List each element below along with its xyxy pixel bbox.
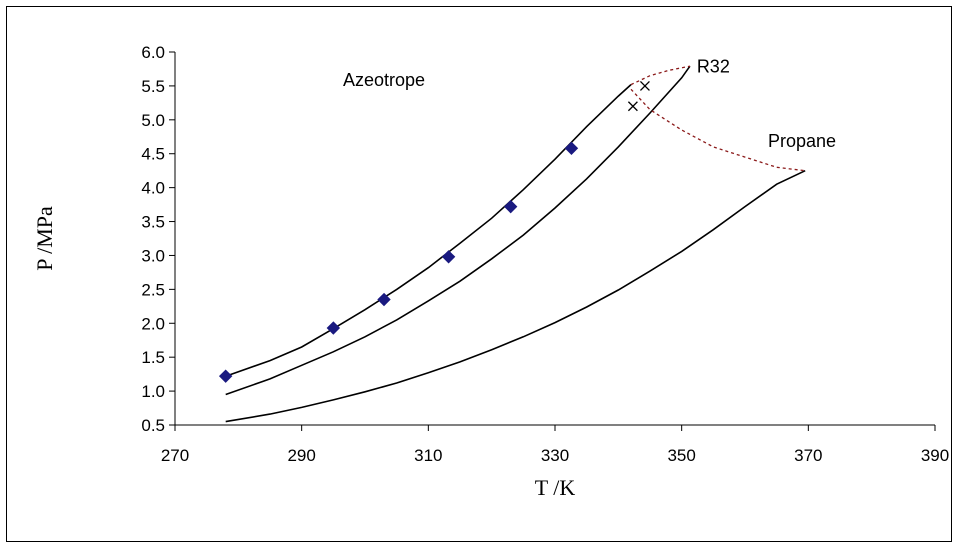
x-tick-label: 350 — [667, 446, 695, 465]
annotation-r32: R32 — [697, 56, 730, 76]
x-tick-label: 310 — [414, 446, 442, 465]
y-tick-label: 3.5 — [141, 213, 165, 232]
saturation-curve-0 — [225, 84, 632, 377]
data-point-diamond — [218, 369, 233, 383]
chart-frame — [6, 6, 952, 542]
y-tick-label: 6.0 — [141, 43, 165, 62]
data-point-x — [639, 80, 650, 91]
y-tick-label: 5.5 — [141, 77, 165, 96]
x-stroke — [627, 101, 638, 112]
data-point-diamond — [564, 141, 579, 156]
y-tick-label: 4.0 — [141, 179, 165, 198]
dashed-curve-3 — [630, 65, 691, 86]
y-tick-label: 2.0 — [141, 314, 165, 333]
data-point-x — [627, 101, 638, 112]
annotation-propane: Propane — [768, 131, 836, 151]
series-layer — [218, 65, 806, 423]
annotation-azeotrope: Azeotrope — [343, 70, 425, 90]
y-tick-label: 5.0 — [141, 111, 165, 130]
y-tick-label: 4.5 — [141, 145, 165, 164]
x-tick-label: 390 — [921, 446, 949, 465]
saturation-curve-1 — [225, 65, 691, 396]
y-tick-label: 1.0 — [141, 382, 165, 401]
data-point-diamond — [377, 292, 391, 307]
data-point-diamond — [326, 321, 341, 335]
y-tick-label: 3.0 — [141, 246, 165, 265]
x-axis-title: T /K — [535, 475, 576, 500]
y-axis-title: P /MPa — [32, 206, 57, 271]
saturation-curve-2 — [225, 169, 806, 423]
x-tick-label: 270 — [161, 446, 189, 465]
y-tick-label: 0.5 — [141, 416, 165, 435]
x-stroke — [639, 80, 650, 91]
data-point-diamond — [503, 199, 518, 214]
x-tick-label: 290 — [287, 446, 315, 465]
y-tick-label: 1.5 — [141, 348, 165, 367]
axes: 0.5 1.0 1.5 2.0 2.5 3.0 3.5 4.0 4.5 5.0 5.5 6.0 270 2… — [141, 43, 949, 465]
x-tick-label: 330 — [541, 446, 569, 465]
data-point-diamond — [441, 250, 456, 264]
labels-layer: T /K P /MPa Azeotrope R32 Propane — [32, 56, 836, 500]
y-tick-label: 2.5 — [141, 280, 165, 299]
x-tick-label: 370 — [794, 446, 822, 465]
